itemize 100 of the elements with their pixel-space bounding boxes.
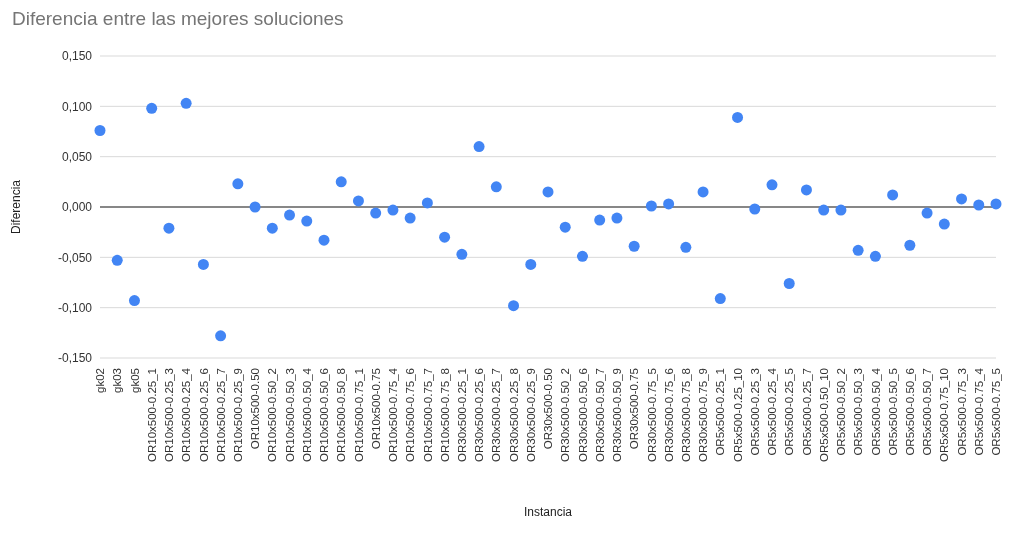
x-tick-label: OR10x500-0.50_4 [300, 367, 313, 462]
chart-title: Diferencia entre las mejores soluciones [12, 8, 344, 30]
point [146, 102, 158, 114]
x-tick-label: OR5x500-0.50_6 [904, 368, 917, 456]
point [766, 179, 778, 191]
point [352, 195, 364, 207]
point [232, 178, 244, 190]
point [956, 193, 968, 205]
x-tick-label: OR10x500-0.75 [369, 368, 382, 450]
point [818, 204, 830, 216]
point [215, 330, 227, 342]
point [128, 295, 140, 307]
x-axis-title: Instancia [523, 505, 573, 519]
point [421, 197, 433, 209]
x-tick-label: OR5x500-0.50_3 [852, 368, 865, 456]
point [508, 300, 520, 312]
point [938, 218, 950, 230]
y-tick-label: 0,150 [61, 49, 93, 64]
y-tick-label: -0,050 [57, 250, 93, 265]
x-tick-label: OR5x500-0.25_10 [731, 368, 744, 462]
point [852, 244, 864, 256]
point [990, 198, 1002, 210]
point [732, 111, 744, 123]
x-tick-label: OR5x500-0.25_7 [800, 368, 813, 456]
point [490, 181, 502, 193]
x-tick-label: OR5x500-0.25_4 [766, 367, 779, 456]
x-tick-label: OR10x500-0.75_8 [438, 368, 451, 462]
x-tick-label: OR10x500-0.25_7 [214, 368, 227, 462]
x-tick-label: OR30x500-0.50_9 [611, 368, 624, 462]
x-tick-label: OR5x500-0.75_5 [990, 368, 1003, 456]
x-tick-label: gk02 [94, 368, 107, 393]
point [439, 231, 451, 243]
point [301, 215, 313, 227]
point [835, 204, 847, 216]
x-tick-label: OR10x500-0.25_3 [163, 368, 176, 462]
x-tick-label: OR30x500-0.50 [542, 368, 555, 450]
point [576, 250, 588, 262]
point [387, 204, 399, 216]
point [869, 250, 881, 262]
y-tick-label: -0,100 [57, 300, 93, 315]
point [594, 214, 606, 226]
point [697, 186, 709, 198]
point [370, 207, 382, 219]
x-tick-label: OR5x500-0.25_3 [748, 368, 761, 456]
x-tick-label: OR10x500-0.25_9 [232, 368, 245, 462]
x-tick-label: OR10x500-0.50 [249, 368, 262, 450]
point [749, 203, 761, 215]
point [249, 201, 261, 213]
x-tick-label: OR10x500-0.50_3 [283, 368, 296, 462]
x-tick-label: OR10x500-0.50_2 [266, 368, 279, 462]
point [111, 254, 123, 266]
x-tick-label: OR30x500-0.50_7 [593, 368, 606, 462]
x-tick-label: OR5x500-0.75_10 [938, 368, 951, 462]
point [525, 258, 537, 270]
point [197, 258, 209, 270]
x-tick-label: gk03 [111, 368, 124, 393]
point [456, 248, 468, 260]
point [973, 199, 985, 211]
point [663, 198, 675, 210]
x-tick-label: OR30x500-0.25_6 [473, 368, 486, 462]
x-tick-label: OR30x500-0.50_2 [559, 368, 572, 462]
point [800, 184, 812, 196]
point [921, 207, 933, 219]
point [680, 241, 692, 253]
x-tick-label: OR5x500-0.50_4 [869, 367, 882, 456]
x-tick-label: OR30x500-0.75_8 [680, 368, 693, 462]
y-tick-label: 0,000 [61, 200, 93, 215]
x-tick-label: OR10x500-0.50_6 [318, 368, 331, 462]
point [783, 278, 795, 290]
x-tick-label: OR5x500-0.75_4 [972, 367, 985, 456]
x-tick-label: OR30x500-0.75 [628, 368, 641, 450]
x-tick-label: OR10x500-0.50_8 [335, 368, 348, 462]
point [645, 200, 657, 212]
point [94, 124, 106, 136]
x-tick-label: OR5x500-0.50_10 [817, 368, 830, 462]
x-tick-label: OR30x500-0.25_7 [490, 368, 503, 462]
y-tick-label: -0,150 [57, 351, 93, 366]
x-tick-label: OR5x500-0.25_5 [783, 368, 796, 456]
point [628, 240, 640, 252]
x-tick-label: OR10x500-0.75_1 [352, 368, 365, 462]
point [284, 209, 296, 221]
point [163, 222, 175, 234]
y-axis-title: Diferencia [9, 179, 24, 235]
point [904, 239, 916, 251]
point [473, 141, 485, 153]
x-tick-label: OR30x500-0.75_6 [662, 368, 675, 462]
x-tick-label: OR10x500-0.25_1 [145, 368, 158, 462]
x-tick-label: OR10x500-0.75_7 [421, 368, 434, 462]
x-tick-label: OR5x500-0.75_3 [955, 368, 968, 456]
x-tick-label: OR30x500-0.50_6 [576, 368, 589, 462]
y-tick-label: 0,100 [61, 99, 93, 114]
point [611, 212, 623, 224]
point [559, 221, 571, 233]
x-tick-label: OR5x500-0.25_1 [714, 368, 727, 456]
x-tick-label: OR5x500-0.50_7 [921, 368, 934, 456]
point [714, 293, 726, 305]
point [542, 186, 554, 198]
point [404, 212, 416, 224]
point [266, 222, 278, 234]
x-tick-label: OR30x500-0.75_5 [645, 368, 658, 462]
